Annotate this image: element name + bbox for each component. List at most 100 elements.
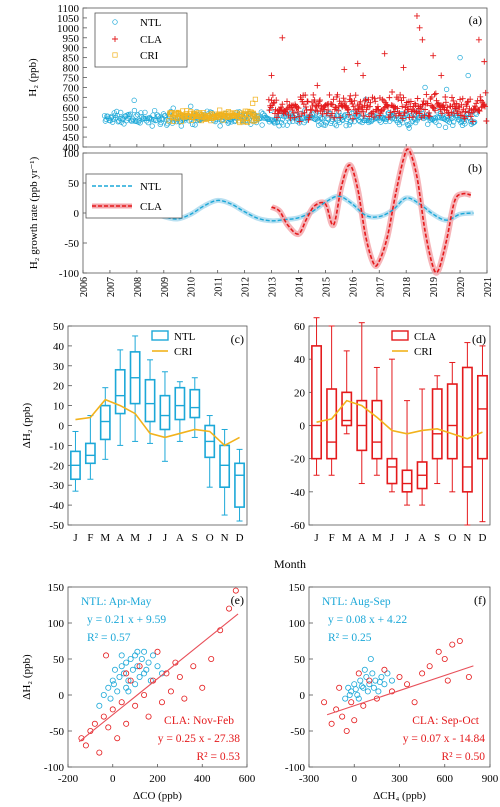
cla-point — [425, 112, 432, 119]
cla-point — [372, 98, 379, 105]
box — [234, 462, 245, 508]
cla-point — [306, 111, 313, 118]
ntl-point — [116, 674, 123, 681]
month-tick-label: M — [130, 532, 140, 544]
y-tick-label: -60 — [290, 520, 305, 532]
cla-point — [360, 702, 367, 709]
ntl-point — [158, 119, 164, 126]
ntl-point — [127, 656, 134, 663]
ntl-point — [384, 670, 391, 677]
cla-point — [444, 677, 451, 684]
cla-point — [362, 97, 369, 104]
cla-point — [145, 713, 152, 720]
y-axis-label: ΔH₂ (ppb) — [21, 402, 33, 448]
cla-growth-line — [271, 148, 472, 274]
ntl-point — [375, 688, 382, 695]
cla-point — [412, 102, 419, 109]
ntl-point — [164, 121, 171, 127]
y-tick-label: 1100 — [57, 3, 79, 15]
cla-point — [394, 105, 401, 112]
y-tick-label: -50 — [49, 726, 64, 738]
cla-point — [321, 699, 328, 706]
ntl-point — [303, 117, 309, 124]
cla-point — [331, 114, 338, 121]
ntl-point — [442, 124, 449, 130]
cla-point — [432, 90, 439, 97]
cla-point — [465, 674, 472, 681]
ntl-point — [178, 123, 184, 129]
cla-point — [374, 103, 381, 110]
y-tick-label: 700 — [63, 82, 80, 94]
month-tick-label: N — [221, 532, 229, 544]
cla-point — [481, 58, 488, 65]
ntl-point — [123, 659, 130, 666]
y-tick-label: 50 — [294, 654, 306, 666]
legend-label: CRI — [140, 50, 159, 62]
cla-point — [112, 36, 118, 42]
month-tick-label: N — [463, 532, 471, 544]
cri-point — [242, 108, 248, 114]
ntl-growth-line — [109, 195, 474, 222]
cla-point — [438, 110, 445, 117]
cla-point — [404, 681, 411, 688]
cla-point — [294, 108, 301, 115]
cla-point — [464, 99, 471, 106]
cla-point — [481, 103, 488, 110]
x-tick-label: 0 — [110, 773, 116, 785]
x-tick-label: 2018 — [402, 277, 413, 297]
cla-point — [439, 103, 446, 110]
y-axis-label: H₂ growth rate (ppb yr⁻¹) — [28, 156, 40, 269]
cla-point — [82, 742, 89, 749]
cla-point — [339, 713, 346, 720]
ntl-point — [259, 122, 265, 128]
cla-point — [399, 103, 406, 110]
cla-point — [344, 107, 351, 114]
x-tick-label: 2019 — [429, 277, 440, 297]
box — [99, 404, 111, 441]
cla-point — [442, 99, 449, 106]
ntl-point — [425, 121, 431, 127]
cla-regression-annotation: CLA: Nov-Feb — [164, 715, 234, 727]
cla-point — [311, 97, 318, 104]
y-tick-label: 950 — [63, 33, 80, 45]
cla-point — [114, 735, 121, 742]
y-tick-label: 650 — [63, 92, 80, 104]
ntl-point — [345, 684, 352, 691]
y-axis-label: H₂ (ppb) — [27, 58, 39, 97]
ntl-point — [311, 110, 317, 116]
y-tick-label: -40 — [290, 487, 305, 499]
cla-point — [424, 100, 431, 107]
ntl-point — [358, 115, 364, 121]
box — [144, 378, 156, 423]
month-tick-label: J — [163, 532, 168, 544]
month-tick-label: D — [236, 532, 244, 544]
cla-point — [190, 663, 197, 670]
cri-line — [316, 399, 483, 440]
cla-point — [350, 115, 357, 122]
cla-point — [136, 663, 143, 670]
ntl-point — [279, 116, 285, 123]
x-tick-label: 2015 — [321, 277, 332, 297]
ntl-point — [170, 105, 176, 111]
x-tick-label: 2011 — [214, 277, 225, 297]
ntl-point — [272, 120, 278, 126]
ntl-point — [138, 656, 145, 663]
legend-box-swatch — [151, 330, 169, 341]
cla-point — [420, 101, 427, 108]
cla-point — [433, 97, 440, 104]
y-tick-label: -50 — [49, 520, 64, 532]
cla-point — [290, 109, 297, 116]
ntl-point — [352, 686, 359, 693]
x-tick-label: 300 — [391, 773, 408, 785]
ntl-point — [115, 119, 121, 125]
cla-point — [430, 52, 437, 59]
ntl-point — [132, 681, 139, 688]
cla-point — [277, 104, 284, 111]
x-tick-label: 900 — [482, 773, 499, 785]
x-tick-label: 2006 — [79, 277, 90, 297]
y-tick-label: 450 — [63, 132, 80, 144]
cla-point — [380, 106, 387, 113]
ntl-point — [446, 119, 453, 125]
y-tick-label: -100 — [44, 762, 65, 774]
